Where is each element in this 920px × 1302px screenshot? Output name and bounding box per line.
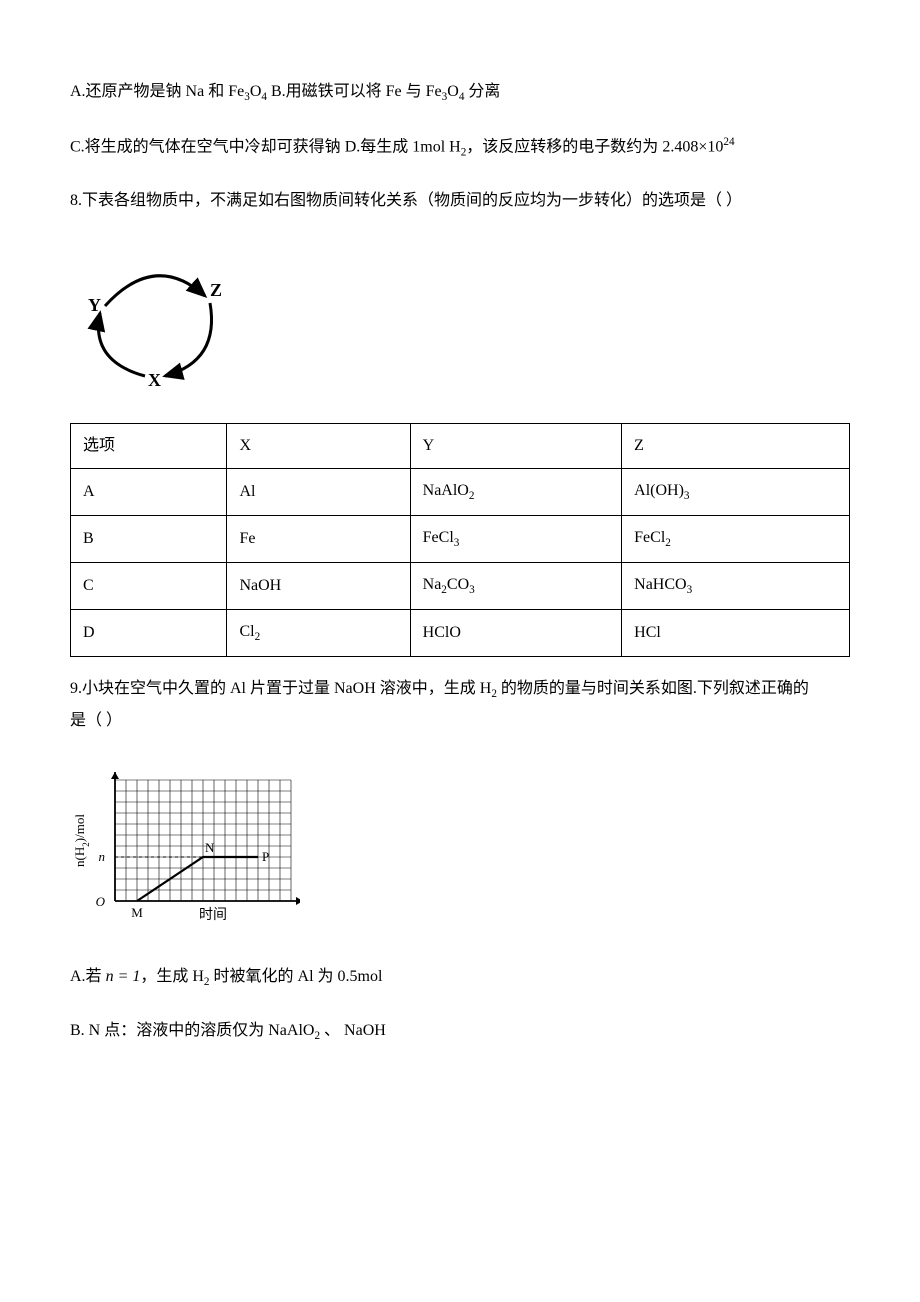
cell-x: Cl2 bbox=[227, 610, 410, 657]
fe-text: Fe bbox=[228, 83, 244, 100]
label-z: Z bbox=[210, 280, 222, 300]
q9-svg: On M N P 时间 n(H2)/mol bbox=[70, 761, 300, 931]
chem: Al(OH) bbox=[634, 482, 684, 499]
cell-opt: A bbox=[71, 469, 227, 516]
optB-pre: B. N 点：溶液中的溶质仅为 NaAlO bbox=[70, 1022, 314, 1039]
sub: 3 bbox=[469, 584, 475, 596]
q7-options-line1: A.还原产物是钠 Na 和 Fe3O4 B.用磁铁可以将 Fe 与 Fe3O4 … bbox=[70, 80, 850, 106]
svg-text:O: O bbox=[96, 894, 106, 909]
q8-stem: 8.下表各组物质中，不满足如右图物质间转化关系（物质间的反应均为一步转化）的选项… bbox=[70, 189, 850, 213]
sub: 3 bbox=[454, 537, 460, 549]
table-header-row: 选项 X Y Z bbox=[71, 424, 850, 469]
chem: Fe bbox=[239, 530, 255, 547]
chem: NaHCO bbox=[634, 576, 686, 593]
chem: NaAlO bbox=[423, 482, 469, 499]
cell-x: NaOH bbox=[227, 563, 410, 610]
cell-y: NaAlO2 bbox=[410, 469, 622, 516]
hdr-x: X bbox=[227, 424, 410, 469]
q7-optC: C.将生成的气体在空气中冷却可获得钠 bbox=[70, 138, 345, 155]
table-row: D Cl2 HClO HCl bbox=[71, 610, 850, 657]
cell-x: Fe bbox=[227, 516, 410, 563]
q9-optB: B. N 点：溶液中的溶质仅为 NaAlO2 、 NaOH bbox=[70, 1019, 850, 1045]
cell-z: Al(OH)3 bbox=[622, 469, 850, 516]
cell-y: Na2CO3 bbox=[410, 563, 622, 610]
cell-z: NaHCO3 bbox=[622, 563, 850, 610]
table-row: A Al NaAlO2 Al(OH)3 bbox=[71, 469, 850, 516]
cell-z: HCl bbox=[622, 610, 850, 657]
cell-opt: D bbox=[71, 610, 227, 657]
cycle-svg: Z Y X bbox=[70, 241, 240, 391]
label-x: X bbox=[148, 370, 161, 390]
q7-optB-pre: B.用磁铁可以将 Fe 与 bbox=[271, 83, 426, 100]
chem: FeCl bbox=[423, 529, 454, 546]
o-text: O bbox=[447, 83, 459, 100]
optA-eq: n = 1 bbox=[106, 968, 141, 985]
q9-stem-line2: 是（ ） bbox=[70, 709, 850, 733]
chem: FeCl bbox=[634, 529, 665, 546]
arc-y-z bbox=[105, 276, 205, 306]
svg-text:n: n bbox=[99, 849, 106, 864]
q7-optD-pre: D.每生成 1mol H bbox=[345, 138, 461, 155]
q7-optD-mid: ，该反应转移的电子数约为 bbox=[466, 138, 662, 155]
cell-y: HClO bbox=[410, 610, 622, 657]
hdr-opt: 选项 bbox=[71, 424, 227, 469]
cell-opt: B bbox=[71, 516, 227, 563]
sub: 3 bbox=[687, 584, 693, 596]
chem: Al bbox=[239, 483, 255, 500]
arc-x-y bbox=[98, 313, 145, 376]
q7-optA-fe3o4: Fe3O4 bbox=[228, 83, 267, 100]
q9-optA: A.若 n = 1，生成 H2 时被氧化的 Al 为 0.5mol bbox=[70, 965, 850, 991]
fe-text: Fe bbox=[426, 83, 442, 100]
svg-text:n(H2)/mol: n(H2)/mol bbox=[72, 814, 91, 867]
q9-stem-post: 的物质的量与时间关系如图.下列叙述正确的 bbox=[497, 680, 809, 697]
cell-y: FeCl3 bbox=[410, 516, 622, 563]
svg-text:P: P bbox=[262, 849, 269, 864]
table-row: C NaOH Na2CO3 NaHCO3 bbox=[71, 563, 850, 610]
chem: Na bbox=[423, 576, 442, 593]
sub: 2 bbox=[665, 537, 671, 549]
o-text: O bbox=[250, 83, 262, 100]
chem: NaOH bbox=[239, 577, 281, 594]
chem: HClO bbox=[423, 624, 461, 641]
q7-optA-pre: A.还原产物是钠 Na 和 bbox=[70, 83, 228, 100]
q7-optB-post: 分离 bbox=[464, 83, 500, 100]
q8-table: 选项 X Y Z A Al NaAlO2 Al(OH)3 B Fe FeCl3 … bbox=[70, 423, 850, 657]
cell-opt: C bbox=[71, 563, 227, 610]
label-y: Y bbox=[88, 295, 101, 315]
chem: HCl bbox=[634, 624, 661, 641]
sub: 3 bbox=[684, 490, 690, 502]
q9-stem-line1: 9.小块在空气中久置的 Al 片置于过量 NaOH 溶液中，生成 H2 的物质的… bbox=[70, 677, 850, 703]
cycle-diagram: Z Y X bbox=[70, 241, 850, 399]
sub: 2 bbox=[469, 490, 475, 502]
optB-post: 、 NaOH bbox=[320, 1022, 386, 1039]
q7-optB-fe3o4: Fe3O4 bbox=[426, 83, 465, 100]
exp-24: 24 bbox=[723, 136, 734, 148]
svg-text:时间: 时间 bbox=[199, 907, 227, 923]
chem: Cl bbox=[239, 623, 254, 640]
q9-stem-pre: 9.小块在空气中久置的 Al 片置于过量 NaOH 溶液中，生成 H bbox=[70, 680, 491, 697]
optA-mid: ，生成 H bbox=[140, 968, 204, 985]
hdr-y: Y bbox=[410, 424, 622, 469]
arc-z-x bbox=[165, 303, 212, 376]
svg-text:N: N bbox=[205, 840, 215, 855]
table-row: B Fe FeCl3 FeCl2 bbox=[71, 516, 850, 563]
q7-optD-num: 2.408×10 bbox=[662, 138, 723, 155]
optA-pre: A.若 bbox=[70, 968, 106, 985]
cell-z: FeCl2 bbox=[622, 516, 850, 563]
q7-options-line2: C.将生成的气体在空气中冷却可获得钠 D.每生成 1mol H2，该反应转移的电… bbox=[70, 134, 850, 161]
optA-post: 时被氧化的 Al 为 0.5mol bbox=[210, 968, 383, 985]
hdr-z: Z bbox=[622, 424, 850, 469]
sub: 2 bbox=[255, 631, 261, 643]
q9-chart: On M N P 时间 n(H2)/mol bbox=[70, 761, 850, 939]
chem: CO bbox=[447, 576, 469, 593]
cell-x: Al bbox=[227, 469, 410, 516]
svg-text:M: M bbox=[131, 905, 143, 920]
